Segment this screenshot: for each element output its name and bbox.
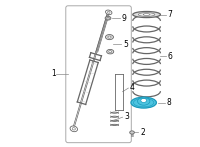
Ellipse shape — [108, 36, 111, 38]
Ellipse shape — [109, 51, 112, 53]
Ellipse shape — [105, 35, 113, 40]
Text: 9: 9 — [122, 14, 126, 23]
Ellipse shape — [70, 126, 78, 132]
Text: 2: 2 — [140, 128, 145, 137]
Ellipse shape — [133, 11, 160, 18]
Text: 3: 3 — [124, 112, 129, 121]
Ellipse shape — [130, 131, 134, 134]
Ellipse shape — [131, 97, 156, 108]
Ellipse shape — [137, 97, 150, 105]
FancyBboxPatch shape — [66, 6, 131, 143]
Ellipse shape — [107, 11, 110, 13]
Ellipse shape — [107, 49, 114, 54]
Text: 4: 4 — [130, 83, 135, 92]
Text: 1: 1 — [51, 69, 56, 78]
Text: 8: 8 — [167, 98, 171, 107]
Ellipse shape — [138, 13, 155, 16]
Ellipse shape — [141, 98, 147, 102]
Ellipse shape — [143, 14, 150, 15]
Text: 7: 7 — [168, 10, 173, 19]
Text: 6: 6 — [168, 52, 173, 61]
Ellipse shape — [107, 17, 109, 19]
Text: 5: 5 — [123, 40, 128, 49]
Ellipse shape — [105, 16, 111, 20]
Ellipse shape — [72, 128, 75, 130]
Ellipse shape — [106, 10, 112, 15]
